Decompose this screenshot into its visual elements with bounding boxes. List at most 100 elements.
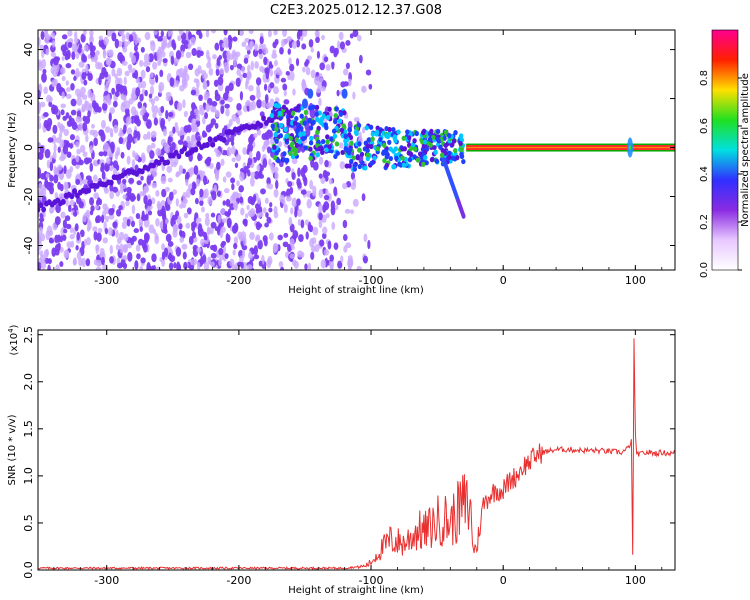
- spectrogram-noise-blob: [167, 177, 173, 183]
- spectrogram-noise-blob: [232, 249, 236, 256]
- spectrogram-noise-blob: [109, 190, 115, 200]
- spectrogram-noise-blob: [273, 188, 279, 198]
- spectrogram-noise-blob: [312, 161, 319, 171]
- spectrogram-noise-blob: [257, 239, 263, 250]
- spectrogram-cluster-blob: [384, 150, 389, 156]
- spectrogram-noise-blob: [133, 228, 140, 234]
- spectrogram-cluster-blob: [341, 88, 348, 99]
- spectrogram-cluster-blob: [274, 150, 279, 156]
- spectrogram-noise-blob: [97, 227, 103, 234]
- spectrogram-noise-blob: [222, 200, 226, 206]
- spectrogram-noise-blob: [214, 147, 219, 153]
- spectrogram-noise-blob: [273, 30, 278, 36]
- spectrogram-cluster-blob: [400, 155, 405, 161]
- spectrogram-noise-blob: [38, 151, 44, 161]
- svg-text:(x104): (x104): [7, 324, 20, 355]
- spectrogram-cluster-blob: [384, 154, 389, 160]
- spectrogram-noise-blob: [205, 213, 210, 219]
- spectrogram-noise-blob: [148, 224, 155, 234]
- spectrogram-noise-blob: [298, 234, 304, 243]
- spectrogram-cluster-blob: [455, 155, 460, 161]
- spectrogram-cluster-blob: [272, 144, 277, 151]
- spectrogram-noise-blob: [86, 237, 91, 246]
- spectrogram-noise-blob: [343, 245, 348, 253]
- spectrogram-cluster-blob: [378, 136, 383, 143]
- spectrogram-noise-blob: [76, 97, 83, 106]
- spectrogram-noise-blob: [131, 235, 137, 242]
- spectrogram-cluster-blob: [421, 161, 426, 167]
- spectrogram-cluster-blob: [387, 126, 392, 133]
- spectrogram-noise-blob: [214, 42, 220, 51]
- spectrogram-noise-blob: [264, 93, 269, 104]
- spectrogram-noise-blob: [122, 178, 127, 185]
- spectrogram-noise-blob: [224, 66, 229, 72]
- spectrogram-noise-blob: [207, 56, 211, 64]
- spectrogram-noise-blob: [70, 240, 75, 248]
- spectrogram-noise-blob: [61, 91, 65, 99]
- spectrogram-noise-blob: [155, 190, 160, 197]
- spectrogram-noise-blob: [127, 251, 133, 262]
- spectrogram-noise-blob: [318, 156, 324, 165]
- spectrogram-noise-blob: [190, 187, 196, 196]
- spectrogram-noise-blob: [266, 216, 272, 224]
- spectrogram-noise-blob: [214, 173, 219, 179]
- spectrogram-noise-blob: [203, 261, 210, 270]
- snr-scale-exponent: 4: [7, 328, 15, 333]
- spectrogram-noise-blob: [196, 261, 201, 270]
- spectrogram-noise-blob: [305, 66, 311, 76]
- spectrogram-cluster-blob: [461, 158, 466, 165]
- spectrogram-noise-blob: [264, 67, 271, 75]
- spectrogram-noise-blob: [260, 188, 266, 195]
- spectrogram-noise-blob: [186, 135, 191, 144]
- spectrogram-noise-blob: [95, 199, 100, 206]
- spectrogram-noise-blob: [69, 227, 74, 234]
- spectrogram-noise-blob: [185, 222, 191, 229]
- spectrogram-track-blob: [139, 168, 145, 175]
- spectrogram-noise-blob: [135, 77, 141, 84]
- spectrogram-noise-blob: [172, 189, 178, 195]
- spectrogram-noise-blob: [210, 212, 216, 218]
- snr-x-label: Height of straight line (km): [288, 585, 424, 596]
- spectrogram-noise-blob: [187, 43, 192, 48]
- spectrogram-cluster-blob: [274, 126, 279, 132]
- spectrogram-noise-blob: [54, 216, 61, 226]
- spectrogram-noise-blob: [197, 223, 203, 233]
- spectrogram-noise-blob: [177, 35, 182, 42]
- spectrogram-noise-blob: [198, 32, 203, 39]
- spectrogram-noise-blob: [318, 188, 324, 199]
- spectrogram-noise-blob: [328, 178, 333, 185]
- spectrogram-branch-blob: [461, 213, 466, 219]
- spectrogram-noise-blob: [336, 40, 341, 51]
- spectrogram-noise-blob: [269, 163, 275, 171]
- spectrogram-noise-blob: [269, 202, 273, 208]
- spectrogram-noise-blob: [356, 265, 363, 270]
- spectrogram-noise-blob: [218, 257, 222, 267]
- spectrogram-noise-blob: [279, 194, 286, 203]
- spectrogram-noise-blob: [287, 48, 291, 55]
- spectrogram-noise-blob: [296, 198, 301, 206]
- spectrogram-noise-blob: [140, 154, 146, 164]
- spectrogram-noise-blob: [193, 108, 199, 114]
- spectrogram-noise-blob: [177, 131, 182, 137]
- spectrogram-noise-blob: [203, 234, 208, 241]
- spectrogram-noise-blob: [350, 209, 354, 215]
- spectrogram-cluster-blob: [317, 145, 322, 152]
- spectrogram-noise-blob: [357, 34, 362, 42]
- spectrogram-noise-blob: [146, 131, 151, 140]
- spectrogram-noise-blob: [232, 36, 238, 42]
- spectrogram-noise-blob: [40, 188, 47, 198]
- spectrogram-noise-blob: [43, 86, 48, 95]
- spectrogram-noise-blob: [243, 218, 248, 226]
- spectrogram-noise-blob: [255, 234, 261, 241]
- spectrogram-noise-blob: [131, 158, 136, 169]
- spectrogram-cluster-blob: [338, 111, 344, 117]
- spectrogram-noise-blob: [166, 165, 173, 173]
- spectrogram-noise-blob: [324, 159, 329, 168]
- spectrogram-noise-blob: [242, 72, 248, 79]
- spectrogram-noise-blob: [175, 80, 179, 88]
- spectrogram-noise-blob: [47, 258, 52, 265]
- spectrogram-noise-blob: [342, 219, 348, 229]
- spectrogram-noise-blob: [132, 150, 136, 158]
- spectrogram-noise-blob: [38, 217, 45, 223]
